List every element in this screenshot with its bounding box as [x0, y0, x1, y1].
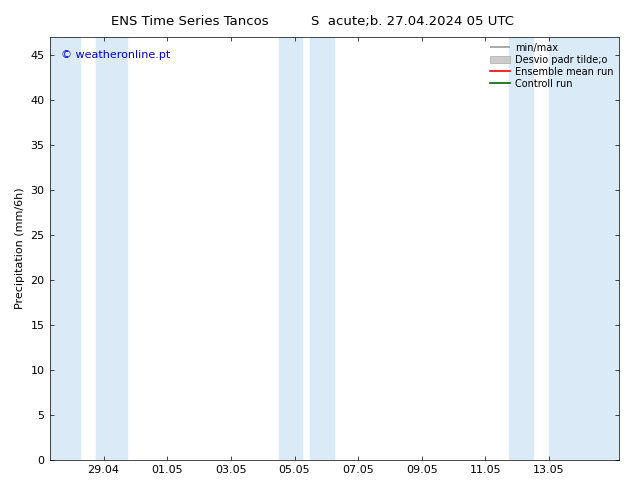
- Bar: [96, 37, 127, 460]
- Bar: [278, 37, 302, 460]
- Bar: [509, 37, 533, 460]
- Bar: [549, 37, 619, 460]
- Bar: [49, 37, 80, 460]
- Y-axis label: Precipitation (mm/6h): Precipitation (mm/6h): [15, 188, 25, 309]
- Text: S  acute;b. 27.04.2024 05 UTC: S acute;b. 27.04.2024 05 UTC: [311, 15, 514, 28]
- Text: ENS Time Series Tancos: ENS Time Series Tancos: [112, 15, 269, 28]
- Text: © weatheronline.pt: © weatheronline.pt: [61, 50, 170, 60]
- Legend: min/max, Desvio padr tilde;o, Ensemble mean run, Controll run: min/max, Desvio padr tilde;o, Ensemble m…: [486, 39, 617, 93]
- Bar: [311, 37, 334, 460]
